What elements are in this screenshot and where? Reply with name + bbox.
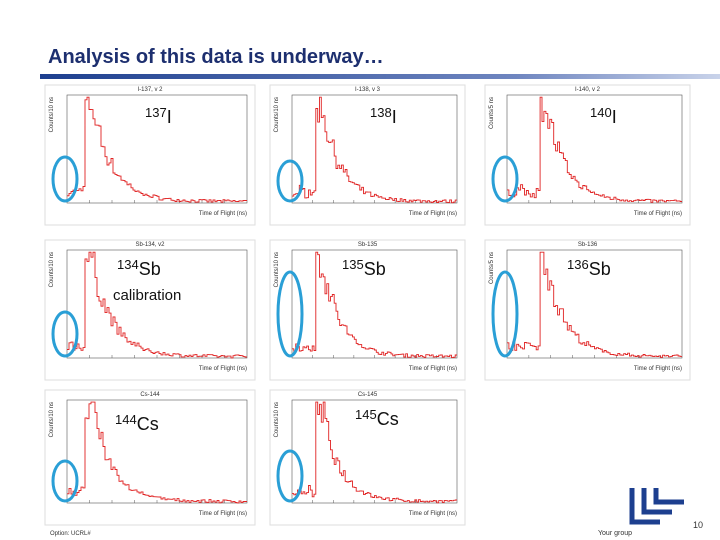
- panel-frame: [484, 84, 691, 226]
- slide-title: Analysis of this data is underway…: [48, 46, 384, 68]
- mass-number: 136: [567, 257, 589, 272]
- logo: [629, 488, 684, 525]
- plot-grid: I-137, v 2 Time of Flight (ns) Counts/10 n…: [44, 84, 691, 526]
- element-symbol: I: [392, 107, 397, 127]
- histogram-trace: [292, 401, 457, 504]
- page-number: 10: [693, 520, 703, 530]
- y-axis-label: Counts/10 ns: [274, 97, 280, 132]
- plot-caption: I-137, v 2: [137, 87, 163, 93]
- histogram-panel: I-140, v 2 Time of Flight (ns) Counts/5 ns…: [484, 84, 691, 226]
- title-rule: [40, 74, 720, 79]
- y-axis-label: Counts/10 ns: [49, 252, 55, 287]
- highlight-circle: [491, 155, 519, 203]
- isotope-label: 138I: [370, 105, 397, 127]
- highlight-circle: [276, 159, 304, 203]
- footer-left: Option: UCRL#: [50, 531, 91, 537]
- histogram-trace: [292, 251, 457, 359]
- histogram-panel: I-137, v 2 Time of Flight (ns) Counts/10 n…: [44, 84, 256, 226]
- highlight-circle: [51, 155, 79, 203]
- element-symbol: Sb: [589, 259, 611, 279]
- x-axis-label: Time of Flight (ns): [634, 211, 682, 217]
- highlight-circle: [51, 459, 79, 503]
- x-axis-label: Time of Flight (ns): [634, 366, 682, 372]
- highlight-circle: [276, 270, 304, 358]
- panel-frame: [269, 389, 466, 526]
- isotope-label: 134Sb: [117, 257, 161, 279]
- mass-number: 137: [145, 105, 167, 120]
- histogram-panel: Cs-144 Time of Flight (ns) Counts/10 ns 144…: [44, 389, 256, 526]
- highlight-circle: [276, 449, 304, 503]
- histogram-trace: [507, 251, 682, 358]
- histogram-panel: Sb-136 Time of Flight (ns) Counts/5 ns 136S…: [484, 239, 691, 381]
- plot-caption: I-140, v 2: [575, 87, 601, 93]
- x-axis-label: Time of Flight (ns): [199, 366, 247, 372]
- element-symbol: Cs: [137, 414, 159, 434]
- histogram-panel: Sb-134, v2 Time of Flight (ns) Counts/10 n…: [44, 239, 256, 381]
- panel-frame: [44, 389, 256, 526]
- isotope-label: 136Sb: [567, 257, 611, 279]
- y-axis-label: Counts/10 ns: [49, 97, 55, 132]
- plot-note: calibration: [113, 287, 181, 304]
- mass-number: 145: [355, 407, 377, 422]
- element-symbol: Sb: [139, 259, 161, 279]
- y-axis-label: Counts/5 ns: [489, 252, 495, 284]
- x-axis-label: Time of Flight (ns): [409, 366, 457, 372]
- highlight-circle: [51, 310, 79, 358]
- element-symbol: Sb: [364, 259, 386, 279]
- plot-caption: Cs-145: [358, 392, 378, 398]
- mass-number: 140: [590, 105, 612, 120]
- footer-group: Your group: [598, 530, 632, 537]
- element-symbol: Cs: [377, 409, 399, 429]
- plot-caption: I-138, v 3: [355, 87, 381, 93]
- highlight-circle: [491, 270, 519, 358]
- y-axis-label: Counts/10 ns: [274, 252, 280, 287]
- histogram-trace: [507, 96, 682, 203]
- x-axis-label: Time of Flight (ns): [199, 211, 247, 217]
- isotope-label: 144Cs: [115, 412, 159, 434]
- histogram-panel: I-138, v 3 Time of Flight (ns) Counts/10 n…: [269, 84, 466, 226]
- histogram-trace: [67, 251, 247, 359]
- y-axis-label: Counts/10 ns: [274, 402, 280, 437]
- mass-number: 138: [370, 105, 392, 120]
- y-axis-label: Counts/10 ns: [49, 402, 55, 437]
- plot-caption: Cs-144: [140, 392, 160, 398]
- y-axis-label: Counts/5 ns: [489, 97, 495, 129]
- histogram-panel: Cs-145 Time of Flight (ns) Counts/10 ns 145…: [269, 389, 466, 526]
- panel-frame: [269, 84, 466, 226]
- x-axis-label: Time of Flight (ns): [409, 511, 457, 517]
- plot-caption: Sb-135: [358, 242, 378, 248]
- element-symbol: I: [167, 107, 172, 127]
- histogram-panel: Sb-135 Time of Flight (ns) Counts/10 ns 135…: [269, 239, 466, 381]
- mass-number: 144: [115, 412, 137, 427]
- isotope-label: 135Sb: [342, 257, 386, 279]
- mass-number: 134: [117, 257, 139, 272]
- element-symbol: I: [612, 107, 617, 127]
- isotope-label: 140I: [590, 105, 617, 127]
- isotope-label: 145Cs: [355, 407, 399, 429]
- plot-caption: Sb-134, v2: [135, 242, 165, 248]
- plot-caption: Sb-136: [578, 242, 598, 248]
- x-axis-label: Time of Flight (ns): [409, 211, 457, 217]
- isotope-label: 137I: [145, 105, 172, 127]
- histogram-trace: [67, 401, 247, 504]
- panel-frame: [484, 239, 691, 381]
- panel-frame: [44, 84, 256, 226]
- histogram-trace: [292, 96, 457, 204]
- x-axis-label: Time of Flight (ns): [199, 511, 247, 517]
- mass-number: 135: [342, 257, 364, 272]
- histogram-trace: [67, 96, 247, 203]
